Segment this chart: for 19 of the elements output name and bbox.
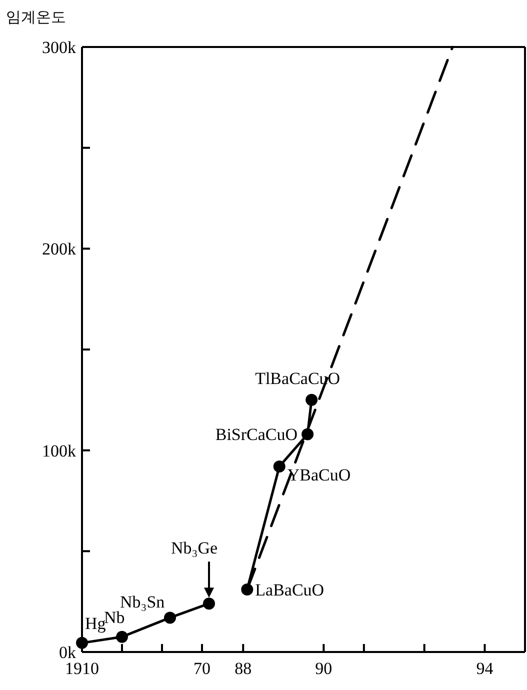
annotation: Nb₃Ge [171, 538, 218, 558]
y-tick-label: 0k [59, 643, 76, 662]
annotation: Hg [85, 614, 106, 633]
annotation: TlBaCaCuO [255, 368, 340, 388]
y-tick-label: 100k [42, 441, 76, 460]
annotation: YBaCuO [287, 465, 351, 484]
y-tick-label: 300k [42, 38, 76, 57]
x-tick-label: 94 [476, 659, 494, 678]
point [306, 394, 318, 406]
annotation: LaBaCuO [255, 580, 324, 600]
annotation: BiSrCaCuO [215, 425, 298, 444]
y-axis-title: 임계온도 [6, 10, 66, 26]
y-tick-label: 200k [42, 240, 76, 259]
point [302, 428, 314, 440]
x-tick-label: 1910 [65, 659, 99, 678]
x-tick-label: 90 [315, 659, 332, 678]
point [273, 460, 286, 472]
x-tick-label: 88 [234, 659, 252, 678]
x-tick-label: 70 [194, 659, 210, 678]
